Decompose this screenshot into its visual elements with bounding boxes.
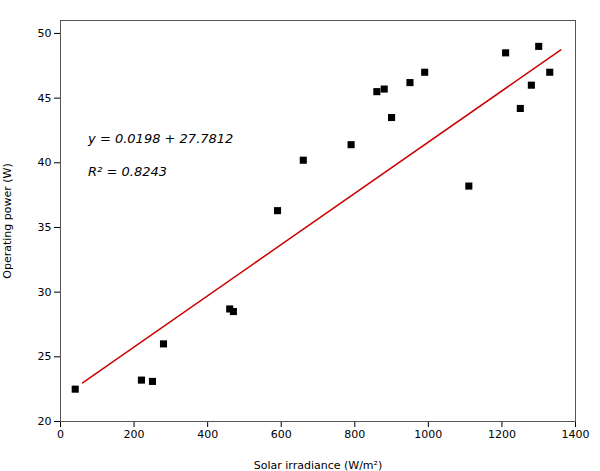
svg-text:25: 25 [38, 350, 52, 363]
svg-text:45: 45 [38, 92, 52, 105]
svg-text:600: 600 [271, 428, 292, 441]
svg-text:50: 50 [38, 27, 52, 40]
svg-text:1200: 1200 [488, 428, 516, 441]
svg-text:400: 400 [197, 428, 218, 441]
svg-text:1400: 1400 [562, 428, 590, 441]
svg-text:35: 35 [38, 221, 52, 234]
svg-text:1000: 1000 [414, 428, 442, 441]
svg-text:40: 40 [38, 156, 52, 169]
svg-text:30: 30 [38, 286, 52, 299]
svg-text:Solar irradiance (W/m²): Solar irradiance (W/m²) [254, 459, 383, 471]
svg-text:800: 800 [344, 428, 365, 441]
svg-text:y = 0.0198 + 27.7812: y = 0.0198 + 27.7812 [87, 131, 233, 146]
svg-text:20: 20 [38, 415, 52, 428]
svg-text:R² = 0.8243: R² = 0.8243 [88, 164, 167, 179]
svg-text:Operating power (W): Operating power (W) [1, 163, 14, 278]
svg-text:0: 0 [57, 428, 64, 441]
svg-text:200: 200 [124, 428, 145, 441]
